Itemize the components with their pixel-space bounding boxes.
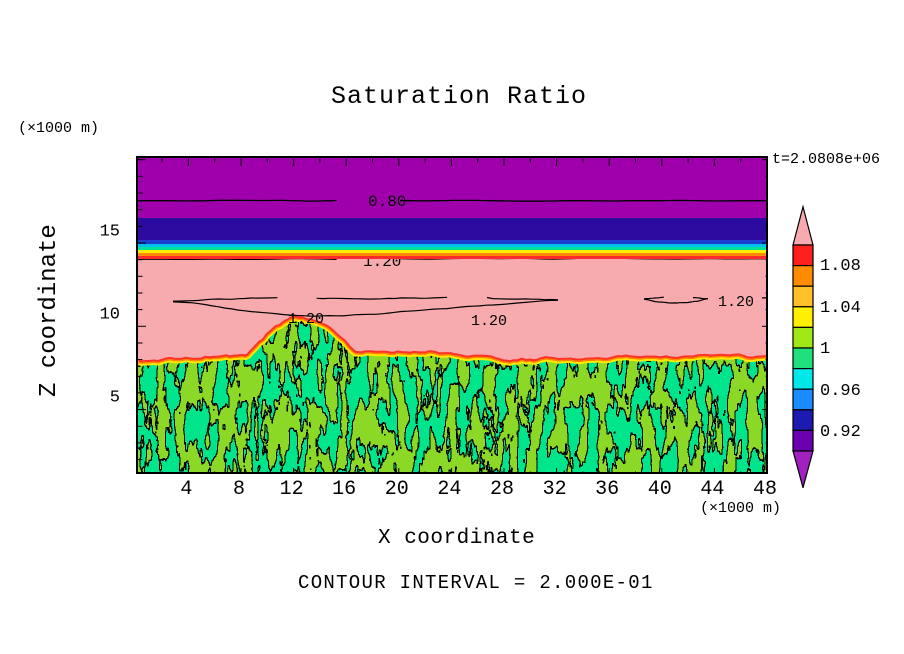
svg-text:1.20: 1.20 [288, 311, 324, 328]
svg-text:1.04: 1.04 [820, 299, 861, 318]
svg-text:1.08: 1.08 [820, 257, 861, 276]
svg-text:0.96: 0.96 [820, 382, 861, 401]
svg-text:0.80: 0.80 [368, 193, 406, 211]
svg-text:1.20: 1.20 [471, 313, 507, 330]
svg-text:1: 1 [820, 340, 830, 359]
svg-text:1.20: 1.20 [718, 294, 754, 311]
svg-text:0.92: 0.92 [820, 423, 861, 442]
